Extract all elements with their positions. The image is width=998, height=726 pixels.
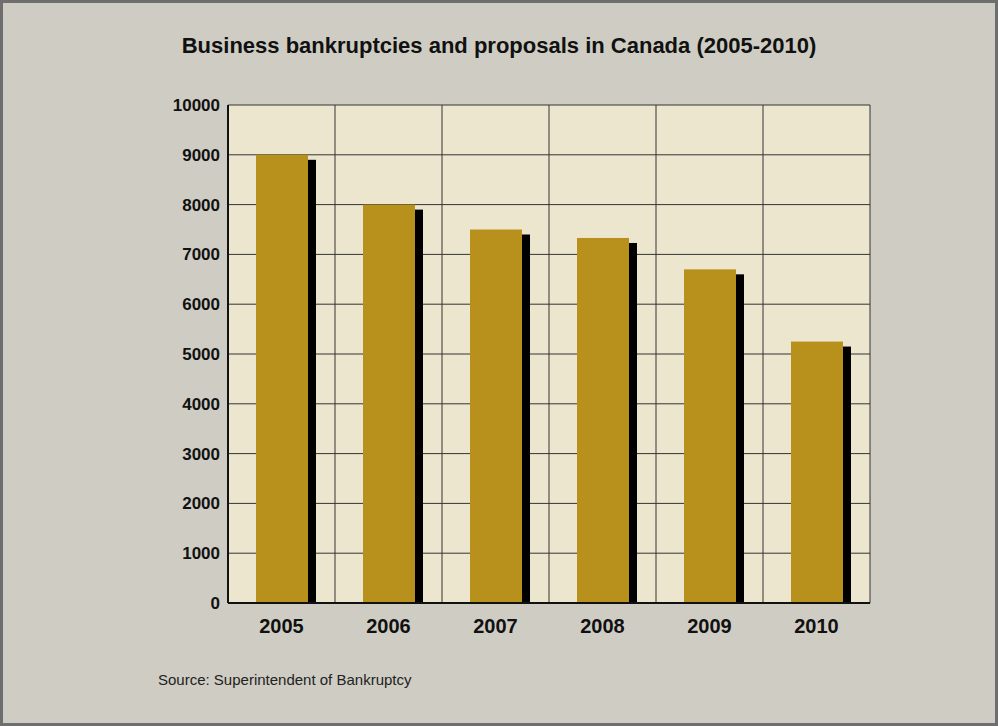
svg-text:8000: 8000 [182,196,220,215]
svg-text:2007: 2007 [473,615,518,637]
svg-text:2005: 2005 [259,615,304,637]
svg-text:10000: 10000 [173,96,220,115]
svg-text:3000: 3000 [182,445,220,464]
svg-text:0: 0 [211,594,220,613]
svg-text:1000: 1000 [182,544,220,563]
svg-text:2008: 2008 [580,615,625,637]
svg-text:2009: 2009 [687,615,732,637]
svg-text:2000: 2000 [182,494,220,513]
svg-text:2006: 2006 [366,615,411,637]
svg-text:6000: 6000 [182,295,220,314]
html-text:Source: Superintendent of Bank: Source: Superintendent of Bankruptcy [158,671,412,688]
html-text:Business bankruptcies and prop: Business bankruptcies and proposals in C… [181,33,817,58]
svg-text:9000: 9000 [182,146,220,165]
svg-text:7000: 7000 [182,245,220,264]
svg-text:2010: 2010 [794,615,839,637]
svg-text:4000: 4000 [182,395,220,414]
svg-text:5000: 5000 [182,345,220,364]
